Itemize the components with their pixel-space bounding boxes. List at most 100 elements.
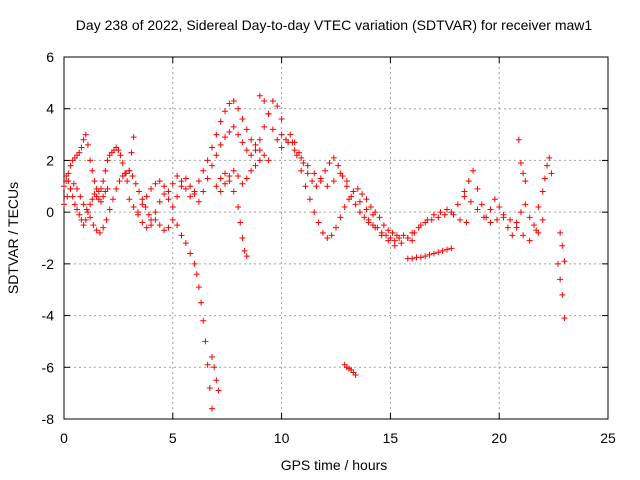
data-point: [84, 141, 91, 148]
data-point: [561, 258, 568, 265]
data-point: [304, 162, 311, 169]
data-point: [193, 271, 200, 278]
y-tick-labels: -8 -6 -4 -2 0 2 4 6: [42, 49, 55, 427]
data-point: [222, 180, 229, 187]
data-point: [509, 232, 516, 239]
data-point: [400, 232, 407, 239]
data-point: [337, 170, 344, 177]
data-point: [76, 211, 83, 218]
data-point: [204, 157, 211, 164]
data-point: [352, 201, 359, 208]
data-point: [104, 185, 111, 192]
data-point: [261, 152, 268, 159]
data-point: [200, 317, 207, 324]
data-point: [136, 188, 143, 195]
data-point: [404, 235, 411, 241]
data-point: [324, 235, 331, 241]
data-point: [70, 180, 77, 187]
data-point: [487, 206, 494, 213]
x-tick-label: 10: [274, 430, 290, 446]
data-point: [208, 162, 215, 169]
data-point: [311, 170, 318, 177]
data-point: [90, 222, 97, 229]
data-point: [330, 154, 337, 161]
data-point: [557, 229, 564, 236]
data-point: [187, 193, 194, 200]
data-point: [213, 183, 220, 190]
data-point: [448, 209, 455, 216]
data-point: [315, 219, 322, 226]
y-axis-label: SDTVAR / TECUs: [5, 182, 21, 294]
data-point: [352, 372, 359, 379]
data-point: [156, 198, 163, 205]
data-point: [119, 172, 126, 179]
data-point: [239, 139, 246, 146]
data-point: [226, 100, 233, 107]
data-point: [235, 131, 242, 138]
data-point: [89, 167, 96, 174]
data-point: [130, 134, 137, 141]
data-point: [215, 387, 222, 394]
data-point: [208, 144, 215, 151]
data-point: [243, 253, 250, 260]
data-point: [269, 126, 276, 133]
data-point: [87, 214, 94, 221]
data-point: [65, 178, 72, 185]
data-point: [191, 260, 198, 267]
data-point: [206, 384, 213, 391]
data-point: [391, 242, 398, 249]
data-point: [474, 206, 481, 213]
data-point: [217, 175, 224, 182]
data-point: [274, 103, 281, 110]
data-point: [82, 131, 89, 138]
data-point: [61, 183, 67, 190]
data-point: [526, 237, 533, 244]
data-point: [319, 229, 326, 236]
data-point: [513, 224, 520, 231]
data-point: [83, 206, 90, 213]
data-point: [182, 175, 189, 182]
data-point: [217, 141, 224, 148]
data-point: [148, 216, 155, 223]
data-point: [422, 253, 429, 260]
data-point: [145, 211, 152, 218]
data-point: [341, 203, 348, 210]
data-point: [161, 183, 168, 190]
data-point: [448, 245, 455, 252]
data-point: [269, 97, 276, 104]
data-point: [237, 219, 244, 226]
data-point: [195, 284, 202, 291]
data-point: [517, 160, 524, 167]
data-point: [132, 180, 139, 187]
data-point: [252, 141, 259, 148]
data-point: [222, 134, 229, 141]
data-point: [252, 162, 259, 169]
data-point: [241, 247, 248, 254]
data-point: [106, 206, 113, 213]
data-point: [326, 160, 333, 167]
data-point: [226, 172, 233, 179]
data-point: [93, 227, 100, 234]
data-point: [126, 167, 133, 174]
x-tick-label: 20: [491, 430, 507, 446]
data-point: [130, 203, 137, 210]
data-point: [119, 160, 126, 167]
data-point: [76, 149, 83, 156]
data-point: [454, 201, 461, 208]
x-tick-labels: 0 5 10 15 20 25: [60, 430, 616, 446]
data-point: [557, 276, 564, 283]
data-point: [200, 188, 207, 195]
data-point: [182, 185, 189, 192]
data-point: [139, 201, 146, 208]
data-point: [531, 222, 538, 229]
data-point: [204, 175, 211, 182]
data-point: [359, 191, 366, 198]
x-axis-label: GPS time / hours: [281, 457, 388, 473]
data-point: [428, 216, 435, 223]
data-point: [63, 172, 70, 179]
data-point: [343, 178, 350, 185]
data-point: [517, 209, 524, 216]
data-point: [174, 222, 181, 229]
data-point: [96, 229, 103, 236]
